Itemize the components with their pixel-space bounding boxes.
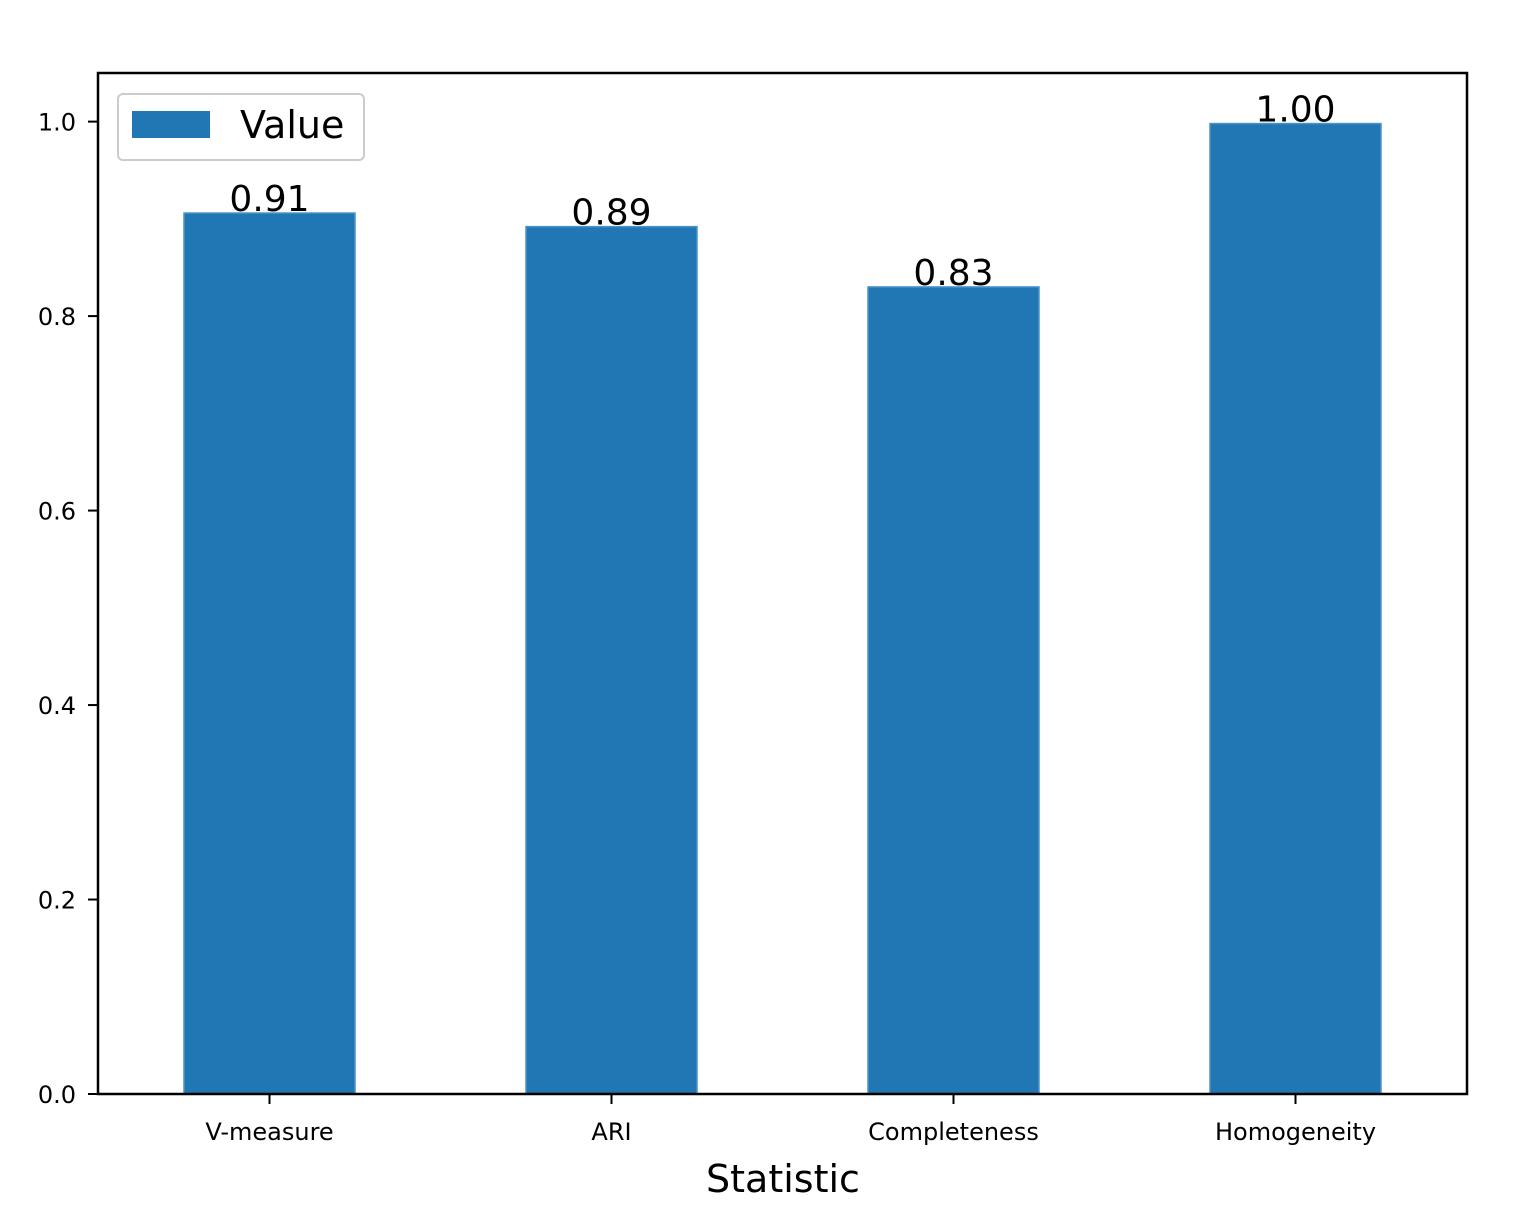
bars-layer [183, 122, 1382, 1095]
data-labels-layer: 0.91 0.89 0.83 1.00 [229, 90, 1335, 294]
data-label: 0.91 [229, 179, 309, 220]
x-axis: V-measure ARI Completeness Homogeneity [205, 1094, 1376, 1146]
x-tick-label: V-measure [205, 1118, 333, 1146]
y-tick-label: 0.2 [38, 887, 76, 915]
bar-completeness [867, 286, 1040, 1095]
data-label: 0.83 [913, 253, 993, 294]
data-label: 1.00 [1255, 90, 1335, 131]
y-tick-label: 0.4 [38, 692, 76, 720]
x-tick-label: Completeness [868, 1118, 1039, 1146]
legend: Value [117, 93, 365, 161]
legend-box [117, 93, 365, 161]
bar-homogeneity [1209, 122, 1382, 1095]
y-tick-label: 0.8 [38, 303, 76, 331]
data-label: 0.89 [571, 193, 651, 234]
y-axis: 0.0 0.2 0.4 0.6 0.8 1.0 [38, 109, 98, 1109]
x-tick-label: Homogeneity [1215, 1118, 1376, 1146]
y-tick-label: 1.0 [38, 109, 76, 137]
legend-label: Value [240, 103, 344, 147]
bar-ari [525, 225, 698, 1095]
y-tick-label: 0.0 [38, 1081, 76, 1109]
bar-v-measure [183, 212, 356, 1095]
plot-frame [96, 71, 1469, 1096]
legend-swatch [132, 111, 210, 138]
y-tick-label: 0.6 [38, 498, 76, 526]
x-axis-title: Statistic [706, 1157, 860, 1201]
x-tick-label: ARI [591, 1118, 631, 1146]
